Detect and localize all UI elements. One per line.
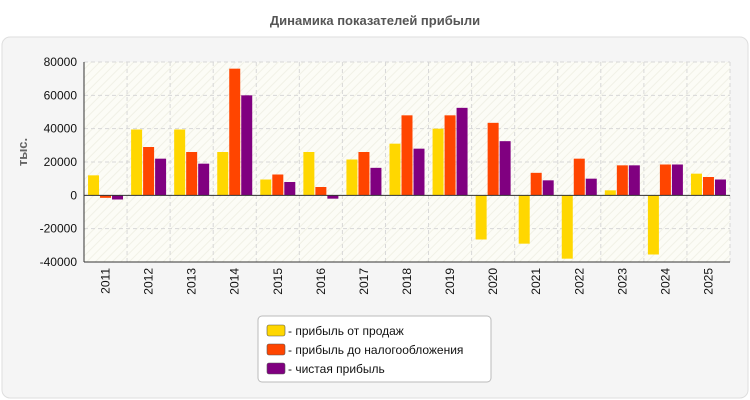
- x-tick-label: 2021: [529, 268, 543, 295]
- bar-2011-series-3: [112, 195, 124, 200]
- bar-2017-series-2: [358, 152, 370, 196]
- bar-2017-series-1: [346, 159, 358, 196]
- bar-2023-series-2: [616, 165, 628, 196]
- bar-2016-series-1: [303, 152, 315, 196]
- bar-2020-series-2: [487, 122, 499, 196]
- bar-2021-series-2: [530, 172, 542, 196]
- bar-2015-series-1: [260, 179, 272, 196]
- bar-2024-series-2: [659, 164, 671, 196]
- x-tick-label: 2019: [443, 268, 457, 295]
- bar-2023-series-3: [628, 165, 640, 196]
- plot-area: -40000 -20000 0 20000 40000 60000 80000 2011 201…: [40, 55, 731, 295]
- bar-2019-series-1: [432, 128, 444, 196]
- bar-2015-series-3: [284, 182, 296, 196]
- legend-item-label: - прибыль до налогообложения: [288, 343, 463, 357]
- bar-2015-series-2: [272, 174, 284, 196]
- y-tick-label: -40000: [40, 255, 78, 269]
- x-tick-label: 2011: [99, 268, 113, 294]
- chart-title: Динамика показателей прибыли: [270, 13, 480, 28]
- x-tick-label: 2016: [314, 268, 328, 295]
- bar-2013-series-1: [174, 129, 186, 196]
- bar-2011-series-1: [88, 175, 100, 196]
- bar-2025-series-3: [714, 179, 726, 196]
- bar-2020-series-3: [499, 141, 511, 196]
- bar-2014-series-3: [241, 95, 253, 196]
- bar-2013-series-2: [186, 152, 198, 196]
- bar-2014-series-2: [229, 68, 241, 196]
- bar-2019-series-2: [444, 115, 456, 196]
- x-tick-label: 2015: [271, 268, 285, 295]
- bar-2022-series-3: [585, 178, 597, 196]
- bar-2021-series-1: [518, 195, 530, 244]
- bar-2017-series-3: [370, 167, 382, 196]
- legend-item-label: - чистая прибыль: [288, 362, 385, 376]
- bar-2016-series-3: [327, 195, 339, 199]
- x-tick-label: 2017: [357, 268, 371, 295]
- bar-2016-series-2: [315, 187, 327, 196]
- y-tick-label: 20000: [44, 155, 78, 169]
- legend-box: [257, 315, 492, 383]
- bar-2018-series-2: [401, 115, 413, 196]
- x-tick-label: 2018: [400, 268, 414, 295]
- y-tick-label: 60000: [44, 88, 78, 102]
- bar-2022-series-2: [573, 158, 585, 196]
- bar-2013-series-3: [198, 163, 210, 196]
- x-tick-label: 2020: [486, 268, 500, 295]
- y-tick-label: 40000: [44, 122, 78, 136]
- bar-2019-series-3: [456, 107, 468, 196]
- bar-2023-series-1: [604, 190, 616, 196]
- legend-swatch: [266, 343, 286, 356]
- bar-2014-series-1: [217, 152, 229, 196]
- y-axis-label: тыс.: [15, 138, 30, 166]
- x-tick-label: 2022: [572, 268, 586, 295]
- x-tick-label: 2025: [701, 268, 715, 295]
- x-tick-label: 2014: [228, 268, 242, 295]
- x-tick-label: 2023: [615, 268, 629, 295]
- bar-2025-series-2: [702, 177, 714, 196]
- x-tick-label: 2012: [142, 268, 156, 295]
- legend-swatch: [266, 362, 286, 375]
- bar-2022-series-1: [561, 195, 573, 259]
- bar-2024-series-3: [671, 164, 683, 196]
- bar-2012-series-3: [155, 158, 167, 196]
- bar-2021-series-3: [542, 180, 554, 196]
- y-tick-label: 80000: [44, 55, 78, 69]
- bar-2012-series-2: [143, 147, 155, 196]
- bar-2012-series-1: [131, 129, 143, 196]
- bar-2020-series-1: [475, 195, 487, 240]
- legend: - прибыль от продаж - прибыль до налогооб…: [257, 315, 492, 383]
- bar-2018-series-1: [389, 143, 401, 196]
- bar-2018-series-3: [413, 148, 425, 196]
- bar-2024-series-1: [647, 195, 659, 255]
- x-tick-label: 2013: [185, 268, 199, 295]
- y-tick-label: 0: [70, 188, 77, 202]
- legend-item-label: - прибыль от продаж: [288, 324, 404, 338]
- bar-2025-series-1: [690, 173, 702, 196]
- legend-swatch: [266, 324, 286, 337]
- y-tick-label: -20000: [40, 222, 78, 236]
- x-tick-label: 2024: [658, 268, 672, 295]
- bar-2011-series-2: [100, 195, 112, 198]
